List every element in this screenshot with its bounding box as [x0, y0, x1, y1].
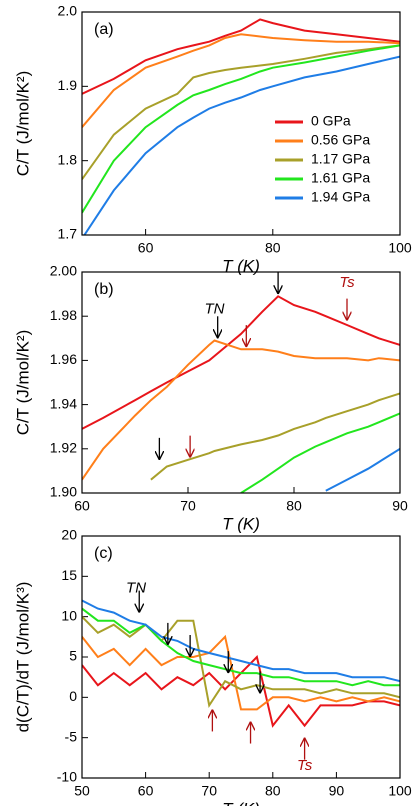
y-tick-label: 2.00: [50, 263, 77, 279]
annotation: TN: [126, 579, 146, 596]
x-axis-label: T (K): [222, 514, 260, 533]
y-tick-label: 5: [69, 648, 77, 664]
series-line: [83, 55, 400, 235]
series-line: [82, 44, 400, 180]
y-tick-label: 1.92: [50, 440, 77, 456]
y-axis-label: d(C/T)/dT (J/mol/K³): [13, 582, 32, 733]
legend-label: 1.61 GPa: [311, 170, 370, 186]
panel: 60 70 80 90 1.90 1.92 1.94 1.96 1.98 2.00 T (K) C/T…: [13, 263, 408, 534]
y-tick-label: 1.90: [50, 484, 77, 500]
y-tick-label: 15: [61, 567, 77, 583]
x-tick-label: 60: [138, 240, 154, 256]
x-tick-label: 70: [180, 498, 196, 514]
x-tick-label: 80: [286, 498, 302, 514]
y-axis-label: C/T (J/mol/K²): [13, 71, 32, 176]
series-line: [150, 392, 400, 481]
plot-frame: [81, 271, 401, 494]
y-tick-label: 10: [61, 607, 77, 623]
series-line: [82, 615, 400, 709]
series-line: [325, 447, 400, 492]
x-tick-label: 100: [388, 783, 412, 799]
legend-label: 1.17 GPa: [311, 151, 370, 167]
x-tick-label: 80: [265, 783, 281, 799]
y-tick-label: 1.8: [58, 151, 78, 167]
x-tick-label: 60: [138, 783, 154, 799]
series-line: [82, 634, 400, 711]
panel: 60 80 100 1.7 1.8 1.9 2.0 T (K) C/T (J/mol/K²) (a…: [13, 3, 411, 276]
plot-frame: [81, 11, 401, 236]
x-tick-label: 60: [74, 498, 90, 514]
series-line: [82, 18, 400, 95]
legend-label: 0 GPa: [311, 113, 351, 129]
series-line: [82, 339, 400, 481]
panel-label: (a): [94, 21, 114, 38]
panel-label: (b): [94, 281, 114, 298]
y-axis-label: C/T (J/mol/K²): [13, 330, 32, 435]
annotation: Ts: [339, 274, 355, 291]
x-tick-label: 70: [201, 783, 217, 799]
series-line: [82, 607, 400, 687]
panel: 50 60 70 80 90 100 -10 -5 0 5 10 15 20 T (K) d(C/T)/dT…: [13, 527, 411, 806]
y-tick-label: 0: [69, 688, 77, 704]
y-tick-label: 1.7: [58, 226, 78, 242]
x-tick-label: 90: [329, 783, 345, 799]
y-tick-label: 1.98: [50, 307, 77, 323]
y-tick-label: 1.9: [58, 77, 78, 93]
series-line: [240, 412, 400, 493]
series-line: [82, 33, 400, 128]
y-tick-label: 20: [61, 527, 77, 543]
x-axis-label: T (K): [222, 256, 260, 275]
x-tick-label: 80: [265, 240, 281, 256]
series-line: [82, 295, 400, 430]
x-tick-label: 90: [392, 498, 408, 514]
series-line: [82, 655, 400, 728]
legend-label: 1.94 GPa: [311, 189, 370, 205]
annotation: Ts: [297, 757, 313, 774]
x-tick-label: 50: [74, 783, 90, 799]
y-tick-label: -5: [65, 728, 78, 744]
x-axis-label: T (K): [222, 799, 260, 806]
y-tick-label: 1.96: [50, 351, 77, 367]
y-tick-label: -10: [57, 769, 77, 785]
y-tick-label: 1.94: [50, 395, 77, 411]
series-line: [82, 599, 400, 683]
legend-label: 0.56 GPa: [311, 132, 370, 148]
x-tick-label: 100: [388, 240, 412, 256]
panel-label: (c): [94, 545, 113, 562]
y-tick-label: 2.0: [58, 3, 78, 19]
annotation: TN: [205, 301, 225, 318]
series-line: [82, 44, 400, 214]
plot-frame: [81, 535, 401, 779]
